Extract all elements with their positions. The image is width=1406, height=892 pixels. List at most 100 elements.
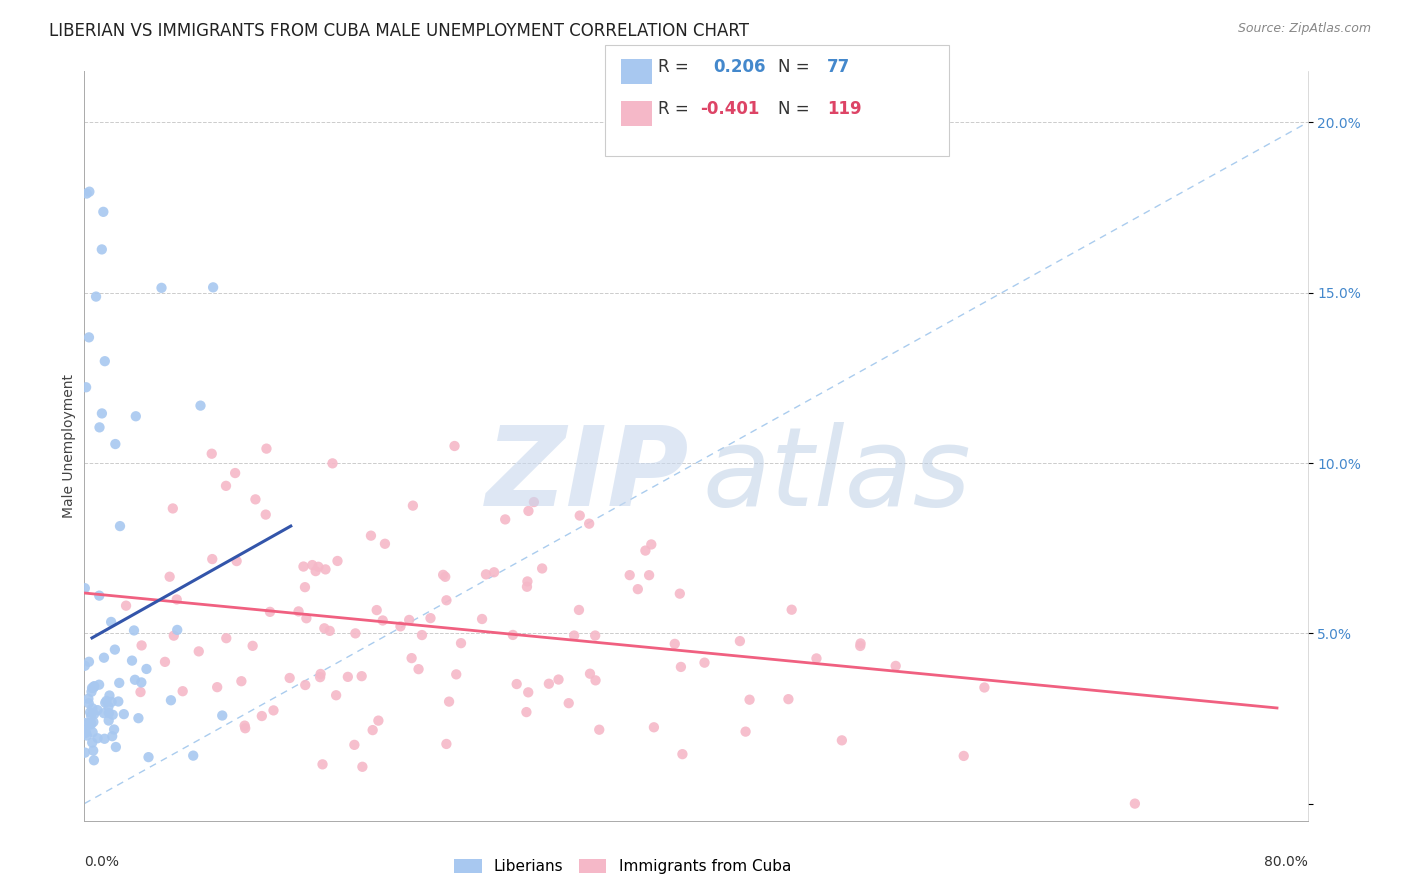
Point: [669, 660, 692, 674]
Point: [82, 701, 104, 715]
Point: [588, 723, 610, 737]
Point: [77, 691, 100, 706]
Text: atlas: atlas: [702, 423, 970, 530]
Point: [129, 685, 152, 699]
Point: [294, 580, 316, 594]
Point: [80, 709, 103, 723]
Point: [562, 628, 585, 642]
Point: [734, 724, 756, 739]
Point: [952, 748, 974, 763]
Point: [83, 679, 105, 693]
Point: [806, 651, 828, 665]
Point: [669, 587, 692, 601]
Point: [471, 612, 494, 626]
Point: [162, 501, 184, 516]
Point: [475, 567, 498, 582]
Point: [259, 605, 281, 619]
Point: [350, 669, 373, 683]
Text: ZIP: ZIP: [486, 423, 690, 530]
Point: [361, 723, 384, 738]
Point: [671, 747, 693, 761]
Point: [314, 562, 336, 576]
Point: [517, 504, 540, 518]
Point: [82, 714, 104, 729]
Point: [432, 567, 454, 582]
Point: [75, 380, 97, 394]
Point: [73, 716, 96, 731]
Point: [437, 695, 460, 709]
Point: [131, 639, 153, 653]
Point: [1123, 797, 1146, 811]
Point: [321, 456, 343, 470]
Point: [343, 738, 366, 752]
Text: 77: 77: [827, 58, 851, 76]
Point: [849, 636, 872, 650]
Point: [205, 680, 228, 694]
Point: [664, 637, 686, 651]
Point: [884, 659, 907, 673]
Point: [73, 746, 96, 760]
Point: [419, 611, 441, 625]
Point: [89, 420, 111, 434]
Text: 80.0%: 80.0%: [1264, 855, 1308, 869]
Point: [233, 721, 256, 735]
Point: [516, 580, 538, 594]
Point: [233, 718, 256, 732]
Point: [101, 707, 124, 722]
Point: [314, 621, 336, 635]
Point: [292, 559, 315, 574]
Point: [245, 492, 267, 507]
Point: [389, 619, 412, 633]
Point: [502, 628, 524, 642]
Point: [90, 406, 112, 420]
Point: [80, 681, 103, 695]
Point: [583, 628, 606, 642]
Point: [301, 558, 323, 572]
Point: [82, 735, 104, 749]
Text: -0.401: -0.401: [700, 100, 759, 118]
Point: [201, 552, 224, 566]
Point: [150, 281, 173, 295]
Point: [131, 675, 153, 690]
Point: [693, 656, 716, 670]
Point: [318, 624, 340, 638]
Point: [443, 439, 465, 453]
Point: [398, 613, 420, 627]
Point: [619, 568, 641, 582]
Point: [225, 554, 247, 568]
Point: [278, 671, 301, 685]
Point: [494, 512, 516, 526]
Point: [215, 479, 238, 493]
Point: [83, 707, 105, 722]
Point: [201, 447, 224, 461]
Point: [83, 680, 105, 694]
Point: [73, 658, 96, 673]
Point: [568, 508, 591, 523]
Point: [254, 508, 277, 522]
Point: [242, 639, 264, 653]
Point: [135, 662, 157, 676]
Point: [96, 694, 118, 708]
Point: [93, 731, 115, 746]
Point: [401, 651, 423, 665]
Point: [108, 676, 131, 690]
Point: [80, 685, 103, 699]
Point: [325, 688, 347, 702]
Point: [80, 716, 103, 731]
Point: [97, 706, 120, 720]
Point: [585, 673, 607, 688]
Point: [336, 670, 359, 684]
Point: [77, 716, 100, 731]
Point: [215, 631, 238, 645]
Text: R =: R =: [658, 100, 695, 118]
Point: [263, 703, 285, 717]
Point: [166, 592, 188, 607]
Point: [402, 499, 425, 513]
Point: [104, 739, 127, 754]
Point: [256, 442, 278, 456]
Text: 0.0%: 0.0%: [84, 855, 120, 869]
Point: [83, 753, 105, 767]
Text: N =: N =: [778, 58, 814, 76]
Point: [89, 589, 111, 603]
Point: [411, 628, 433, 642]
